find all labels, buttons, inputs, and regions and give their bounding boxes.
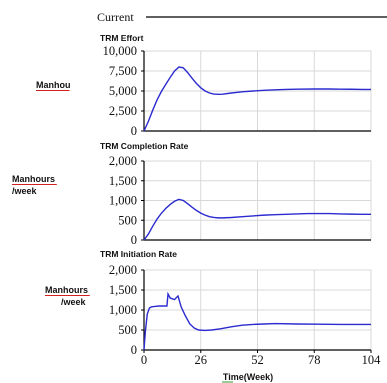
- y-tick-label: 500: [118, 213, 137, 227]
- panel-title: TRM Initiation Rate: [100, 249, 177, 259]
- x-tick-label: 78: [308, 353, 321, 367]
- y-tick-label: 1,500: [109, 174, 137, 188]
- y-tick-label: 1,500: [109, 283, 137, 297]
- x-tick-label: 26: [195, 353, 208, 367]
- y-tick-label: 5,000: [109, 84, 137, 98]
- y-tick-label: 7,500: [109, 64, 137, 78]
- panel-3: 2,000 1,500 1,000 500 0 TRM Initiation Rate Ma…: [45, 249, 372, 357]
- series-line: [143, 291, 371, 351]
- y-axis-label: /week: [61, 297, 87, 307]
- y-tick-label: 0: [131, 124, 137, 138]
- y-tick-label: 1,000: [109, 303, 137, 317]
- panel-1: 10,000 7,500 5,000 2,500 0 TRM Effort Manhou: [36, 33, 372, 138]
- x-axis-label: Time(Week): [223, 372, 273, 382]
- y-tick-label: 10,000: [103, 44, 137, 58]
- y-tick-label: 2,500: [109, 104, 137, 118]
- y-tick-label: 2,000: [109, 154, 137, 168]
- x-tick-label: 52: [251, 353, 264, 367]
- y-axis-label: Manhours: [45, 285, 88, 295]
- series-line: [143, 66, 371, 132]
- x-axis: 0 26 52 78 104: [141, 350, 381, 367]
- panels: 10,000 7,500 5,000 2,500 0 TRM Effort Manhou 2,…: [12, 33, 372, 357]
- y-axis-label: Manhou: [36, 80, 71, 90]
- y-tick-label: 1,000: [109, 194, 137, 208]
- y-axis-label: /week: [12, 186, 38, 196]
- series-line: [143, 198, 371, 241]
- y-tick-label: 0: [131, 343, 137, 357]
- x-tick-label: 0: [141, 353, 147, 367]
- panel-title: TRM Completion Rate: [100, 141, 189, 151]
- panel-title: TRM Effort: [100, 33, 144, 43]
- panel-2: 2,000 1,500 1,000 500 0 TRM Completion Rate Ma…: [12, 141, 372, 247]
- y-tick-label: 2,000: [109, 263, 137, 277]
- x-tick-label: 104: [362, 353, 382, 367]
- y-axis-label: Manhours: [12, 174, 55, 184]
- y-tick-label: 0: [131, 233, 137, 247]
- y-tick-label: 500: [118, 323, 137, 337]
- legend-label: Current: [97, 10, 134, 24]
